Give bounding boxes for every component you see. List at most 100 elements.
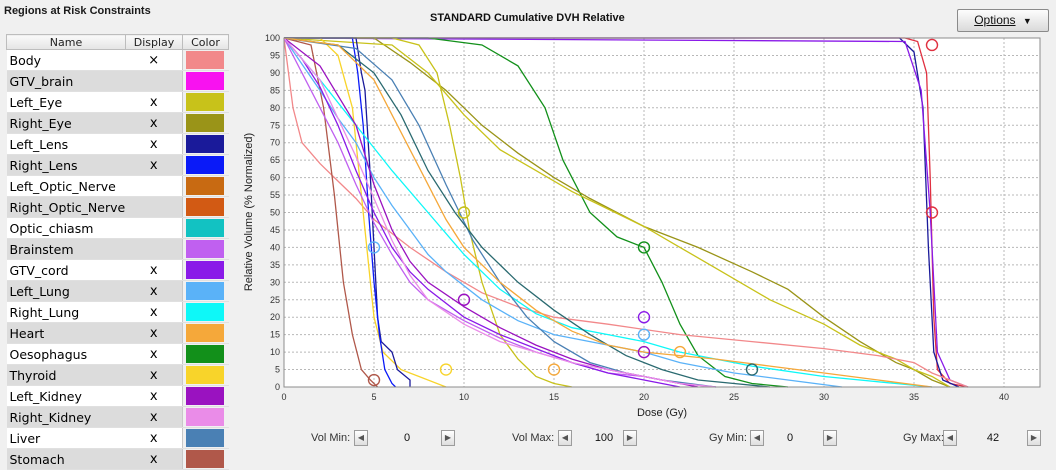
- color-swatch[interactable]: [186, 387, 224, 405]
- gy-min-decrement-button[interactable]: ◀: [750, 430, 764, 446]
- roi-display-toggle[interactable]: x: [125, 133, 183, 155]
- roi-color-cell[interactable]: [182, 448, 229, 470]
- roi-display-toggle[interactable]: x: [125, 448, 183, 470]
- roi-color-cell[interactable]: [182, 70, 229, 92]
- roi-display-toggle[interactable]: [125, 238, 183, 260]
- roi-display-toggle[interactable]: x: [125, 301, 183, 323]
- roi-row[interactable]: Thyroid x: [6, 364, 229, 386]
- color-swatch[interactable]: [186, 219, 224, 237]
- color-swatch[interactable]: [186, 93, 224, 111]
- roi-color-cell[interactable]: [182, 112, 229, 134]
- column-header-display[interactable]: Display: [125, 34, 183, 50]
- roi-color-cell[interactable]: [182, 154, 229, 176]
- roi-color-cell[interactable]: [182, 427, 229, 449]
- roi-display-toggle[interactable]: x: [125, 112, 183, 134]
- roi-row[interactable]: Right_Kidney x: [6, 406, 229, 428]
- roi-row[interactable]: Right_Lens x: [6, 154, 229, 176]
- color-swatch[interactable]: [186, 408, 224, 426]
- roi-color-cell[interactable]: [182, 364, 229, 386]
- roi-row[interactable]: GTV_brain: [6, 70, 229, 92]
- color-swatch[interactable]: [186, 450, 224, 468]
- roi-display-toggle[interactable]: ×: [125, 49, 183, 71]
- dvh-marker[interactable]: [745, 363, 759, 376]
- dvh-marker[interactable]: [673, 345, 687, 359]
- color-swatch[interactable]: [186, 324, 224, 342]
- dvh-marker[interactable]: [439, 363, 453, 376]
- roi-color-cell[interactable]: [182, 280, 229, 302]
- roi-display-toggle[interactable]: x: [125, 427, 183, 449]
- roi-row[interactable]: Left_Optic_Nerve: [6, 175, 229, 197]
- roi-row[interactable]: Heart x: [6, 322, 229, 344]
- color-swatch[interactable]: [186, 114, 224, 132]
- roi-display-toggle[interactable]: x: [125, 259, 183, 281]
- roi-color-cell[interactable]: [182, 49, 229, 71]
- dvh-marker[interactable]: [367, 373, 381, 387]
- vol-max-increment-button[interactable]: ▶: [623, 430, 637, 446]
- roi-color-cell[interactable]: [182, 175, 229, 197]
- gy-max-increment-button[interactable]: ▶: [1027, 430, 1041, 446]
- roi-row[interactable]: GTV_cord x: [6, 259, 229, 281]
- roi-row[interactable]: Right_Eye x: [6, 112, 229, 134]
- color-swatch[interactable]: [186, 198, 224, 216]
- roi-color-cell[interactable]: [182, 343, 229, 365]
- dvh-marker[interactable]: [637, 311, 651, 324]
- dvh-marker[interactable]: [925, 38, 939, 52]
- roi-color-cell[interactable]: [182, 196, 229, 218]
- dvh-marker[interactable]: [925, 206, 939, 219]
- dvh-marker[interactable]: [637, 328, 651, 341]
- roi-display-toggle[interactable]: x: [125, 322, 183, 344]
- color-swatch[interactable]: [186, 429, 224, 447]
- column-header-name[interactable]: Name: [6, 34, 126, 50]
- gy-max-decrement-button[interactable]: ◀: [943, 430, 957, 446]
- vol-max-value[interactable]: 100: [594, 432, 614, 444]
- dvh-marker[interactable]: [457, 293, 471, 306]
- color-swatch[interactable]: [186, 72, 224, 90]
- roi-row[interactable]: Right_Optic_Nerve: [6, 196, 229, 218]
- roi-row[interactable]: Optic_chiasm: [6, 217, 229, 239]
- dvh-marker[interactable]: [637, 241, 651, 254]
- roi-color-cell[interactable]: [182, 322, 229, 344]
- roi-row[interactable]: Left_Lens x: [6, 133, 229, 155]
- gy-max-value[interactable]: 42: [986, 432, 1000, 444]
- dvh-marker[interactable]: [367, 241, 381, 254]
- color-swatch[interactable]: [186, 366, 224, 384]
- vol-max-decrement-button[interactable]: ◀: [558, 430, 572, 446]
- roi-color-cell[interactable]: [182, 301, 229, 323]
- roi-row[interactable]: Left_Eye x: [6, 91, 229, 113]
- roi-display-toggle[interactable]: x: [125, 364, 183, 386]
- roi-display-toggle[interactable]: x: [125, 280, 183, 302]
- dvh-marker[interactable]: [637, 345, 651, 359]
- roi-color-cell[interactable]: [182, 385, 229, 407]
- roi-display-toggle[interactable]: x: [125, 154, 183, 176]
- color-swatch[interactable]: [186, 345, 224, 363]
- options-button[interactable]: Options ▼: [957, 9, 1049, 32]
- roi-color-cell[interactable]: [182, 133, 229, 155]
- roi-color-cell[interactable]: [182, 259, 229, 281]
- roi-display-toggle[interactable]: [125, 70, 183, 92]
- roi-display-toggle[interactable]: x: [125, 406, 183, 428]
- roi-display-toggle[interactable]: [125, 175, 183, 197]
- roi-display-toggle[interactable]: x: [125, 91, 183, 113]
- roi-color-cell[interactable]: [182, 238, 229, 260]
- roi-row[interactable]: Brainstem: [6, 238, 229, 260]
- color-swatch[interactable]: [186, 282, 224, 300]
- vol-min-increment-button[interactable]: ▶: [441, 430, 455, 446]
- gy-min-value[interactable]: 0: [786, 432, 794, 444]
- color-swatch[interactable]: [186, 240, 224, 258]
- color-swatch[interactable]: [186, 135, 224, 153]
- roi-row[interactable]: Stomach x: [6, 448, 229, 470]
- roi-row[interactable]: Body ×: [6, 49, 229, 71]
- roi-display-toggle[interactable]: [125, 196, 183, 218]
- roi-row[interactable]: Oesophagus x: [6, 343, 229, 365]
- column-header-color[interactable]: Color: [182, 34, 229, 50]
- gy-min-increment-button[interactable]: ▶: [823, 430, 837, 446]
- roi-color-cell[interactable]: [182, 406, 229, 428]
- roi-color-cell[interactable]: [182, 217, 229, 239]
- dvh-marker[interactable]: [457, 206, 471, 219]
- roi-row[interactable]: Right_Lung x: [6, 301, 229, 323]
- dvh-marker[interactable]: [547, 363, 561, 376]
- roi-row[interactable]: Liver x: [6, 427, 229, 449]
- roi-row[interactable]: Left_Kidney x: [6, 385, 229, 407]
- roi-display-toggle[interactable]: x: [125, 385, 183, 407]
- color-swatch[interactable]: [186, 177, 224, 195]
